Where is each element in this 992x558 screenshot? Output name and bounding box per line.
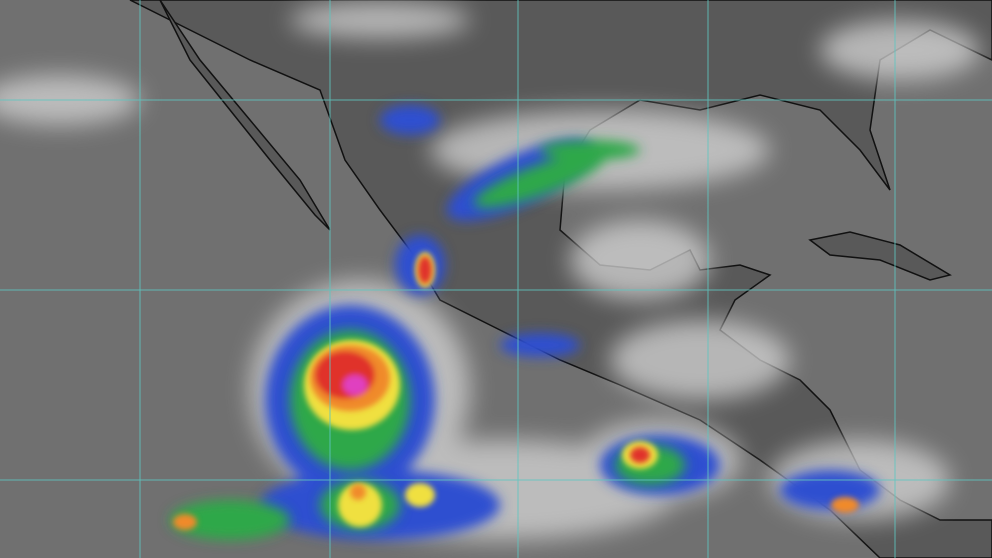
baja-california	[159, 0, 331, 231]
cuba	[808, 231, 952, 281]
